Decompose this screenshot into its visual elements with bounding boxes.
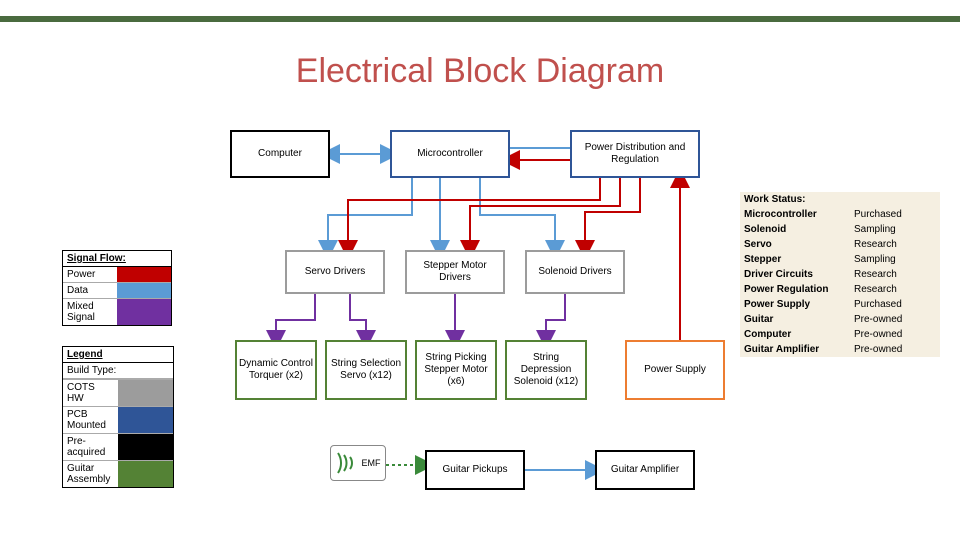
legend-panel: Legend Build Type: COTS HWPCB MountedPre… (62, 346, 174, 488)
signal-flow-row: Mixed Signal (63, 298, 171, 325)
edge-servo_drv-sss (350, 294, 366, 340)
signal-flow-rows: PowerDataMixed Signal (63, 267, 171, 325)
status-row: MicrocontrollerPurchased (740, 207, 940, 222)
node-psu: Power Supply (625, 340, 725, 400)
top-bar (0, 16, 960, 22)
status-row: Driver CircuitsResearch (740, 267, 940, 282)
node-amp: Guitar Amplifier (595, 450, 695, 490)
work-status-header: Work Status: (740, 192, 940, 207)
status-row: GuitarPre-owned (740, 312, 940, 327)
status-item: Power Regulation (740, 282, 850, 297)
legend-label: Pre-acquired (63, 434, 118, 460)
status-row: SolenoidSampling (740, 222, 940, 237)
node-servo_drv: Servo Drivers (285, 250, 385, 294)
node-sss: String Selection Servo (x12) (325, 340, 407, 400)
node-step_drv: Stepper Motor Drivers (405, 250, 505, 294)
node-dct: Dynamic Control Torquer (x2) (235, 340, 317, 400)
legend-label: Guitar Assembly (63, 461, 118, 487)
status-item: Solenoid (740, 222, 850, 237)
status-item: Power Supply (740, 297, 850, 312)
status-item: Guitar Amplifier (740, 342, 850, 357)
work-status-table: Work Status: MicrocontrollerPurchasedSol… (740, 192, 940, 357)
edge-power_reg-servo_drv (348, 178, 600, 250)
signal-flow-swatch (117, 299, 171, 325)
legend-swatch (118, 461, 173, 487)
status-value: Pre-owned (850, 312, 940, 327)
node-computer: Computer (230, 130, 330, 178)
node-power_reg: Power Distribution and Regulation (570, 130, 700, 178)
edge-power_reg-sol_drv (585, 178, 640, 250)
edge-micro-sol_drv (480, 178, 555, 250)
edge-micro-servo_drv (328, 178, 412, 250)
work-status-header-row: Work Status: (740, 192, 940, 207)
node-sds: String Depression Solenoid (x12) (505, 340, 587, 400)
signal-flow-swatch (117, 283, 171, 298)
status-row: Power SupplyPurchased (740, 297, 940, 312)
status-item: Guitar (740, 312, 850, 327)
block-diagram: Computer Microcontroller Power Distributio… (180, 120, 740, 520)
emf-label: EMF (362, 458, 381, 468)
legend-rows: COTS HWPCB MountedPre-acquiredGuitar Ass… (63, 379, 173, 487)
node-sol_drv: Solenoid Drivers (525, 250, 625, 294)
legend-swatch (118, 407, 173, 433)
status-item: Stepper (740, 252, 850, 267)
status-value: Pre-owned (850, 327, 940, 342)
status-value: Sampling (850, 252, 940, 267)
slide: Electrical Block Diagram Signal Flow: Po… (0, 0, 960, 540)
status-item: Computer (740, 327, 850, 342)
node-micro: Microcontroller (390, 130, 510, 178)
emf-node: EMF (330, 445, 386, 481)
emf-arcs-icon (336, 449, 358, 477)
status-row: ServoResearch (740, 237, 940, 252)
status-row: Power RegulationResearch (740, 282, 940, 297)
signal-flow-panel: Signal Flow: PowerDataMixed Signal (62, 250, 172, 326)
signal-flow-row: Power (63, 267, 171, 282)
signal-flow-row: Data (63, 282, 171, 298)
status-value: Purchased (850, 297, 940, 312)
legend-swatch (118, 380, 173, 406)
legend-row: Guitar Assembly (63, 460, 173, 487)
status-row: StepperSampling (740, 252, 940, 267)
status-item: Microcontroller (740, 207, 850, 222)
status-item: Driver Circuits (740, 267, 850, 282)
edge-sol_drv-sds (546, 294, 565, 340)
legend-row: Pre-acquired (63, 433, 173, 460)
signal-flow-label: Mixed Signal (63, 299, 117, 325)
status-row: ComputerPre-owned (740, 327, 940, 342)
signal-flow-label: Power (63, 267, 117, 282)
status-row: Guitar AmplifierPre-owned (740, 342, 940, 357)
signal-flow-swatch (117, 267, 171, 282)
status-value: Sampling (850, 222, 940, 237)
legend-label: PCB Mounted (63, 407, 118, 433)
legend-swatch (118, 434, 173, 460)
status-item: Servo (740, 237, 850, 252)
signal-flow-header: Signal Flow: (63, 251, 171, 267)
legend-header: Legend (63, 347, 173, 363)
legend-row: COTS HW (63, 379, 173, 406)
status-value: Pre-owned (850, 342, 940, 357)
page-title: Electrical Block Diagram (0, 52, 960, 91)
edge-servo_drv-dct (276, 294, 315, 340)
status-value: Purchased (850, 207, 940, 222)
node-spsm: String Picking Stepper Motor (x6) (415, 340, 497, 400)
edge-power_reg-step_drv (470, 178, 620, 250)
legend-label: COTS HW (63, 380, 118, 406)
legend-row: PCB Mounted (63, 406, 173, 433)
status-value: Research (850, 282, 940, 297)
status-value: Research (850, 237, 940, 252)
signal-flow-label: Data (63, 283, 117, 298)
status-value: Research (850, 267, 940, 282)
node-pickups: Guitar Pickups (425, 450, 525, 490)
legend-subheader: Build Type: (63, 363, 173, 379)
